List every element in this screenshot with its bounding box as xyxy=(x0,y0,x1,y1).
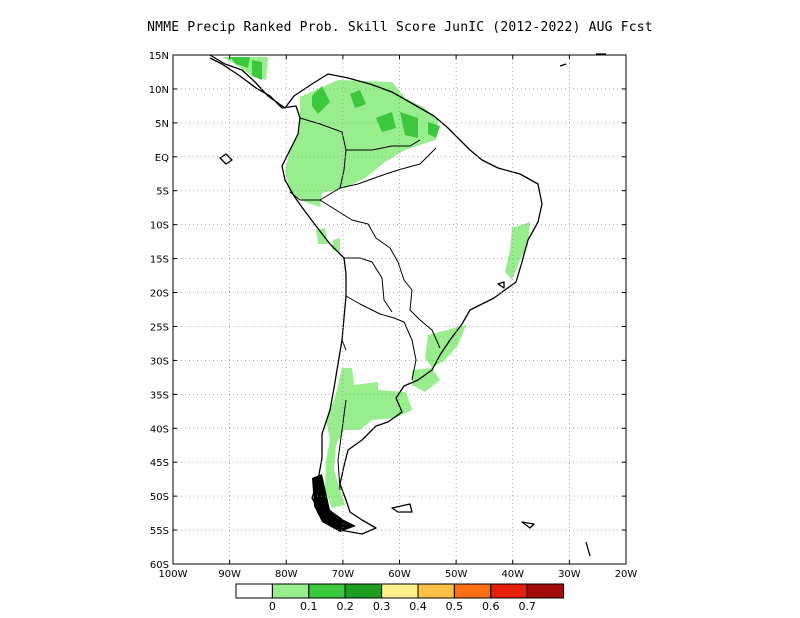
lat-label: 5S xyxy=(156,187,169,198)
lat-label: 50S xyxy=(150,492,169,503)
lon-label: 20W xyxy=(615,569,638,580)
lon-label: 80W xyxy=(275,569,298,580)
lon-label: 90W xyxy=(218,569,241,580)
lon-axis: 100W 90W 80W 70W 60W 50W 40W 30W 20W xyxy=(159,569,638,580)
colorbar-label: 0.3 xyxy=(373,600,391,613)
colorbar-swatch xyxy=(381,583,419,599)
fjord-coast xyxy=(312,474,356,532)
grid-lines xyxy=(173,55,626,564)
lat-label: EQ xyxy=(155,153,169,164)
lat-label: 25S xyxy=(150,322,169,333)
lat-label: 5N xyxy=(155,119,169,130)
skill-shading-mid xyxy=(230,57,440,138)
colorbar-label: 0.4 xyxy=(409,600,427,613)
colorbar-label: 0.2 xyxy=(336,600,354,613)
colorbar-swatch xyxy=(490,583,528,599)
coastline xyxy=(209,53,606,557)
lon-label: 40W xyxy=(501,569,524,580)
lat-label: 40S xyxy=(150,424,169,435)
lat-label: 15N xyxy=(149,51,169,62)
colorbar-labels: 0 0.1 0.2 0.3 0.4 0.5 0.6 0.7 xyxy=(269,600,536,613)
country-borders xyxy=(289,117,441,491)
colorbar-swatch xyxy=(271,583,310,599)
colorbar-swatch xyxy=(526,583,565,599)
lon-label: 70W xyxy=(332,569,355,580)
lon-label: 30W xyxy=(558,569,581,580)
lon-label: 100W xyxy=(159,569,188,580)
lat-label: 10S xyxy=(150,221,169,232)
colorbar-label: 0.5 xyxy=(446,600,464,613)
colorbar-label: 0.6 xyxy=(482,600,500,613)
colorbar-swatch xyxy=(344,583,383,599)
lon-label: 60W xyxy=(388,569,411,580)
lat-label: 60S xyxy=(150,560,169,571)
colorbar-label: 0.1 xyxy=(300,600,318,613)
plot-frame xyxy=(172,54,627,565)
colorbar xyxy=(235,583,565,599)
lat-label: 10N xyxy=(149,85,169,96)
map-title: NMME Precip Ranked Prob. Skill Score Jun… xyxy=(147,20,653,35)
lat-label: 20S xyxy=(150,289,169,300)
colorbar-label: 0.7 xyxy=(518,600,536,613)
lat-label: 55S xyxy=(150,526,169,537)
lat-label: 30S xyxy=(150,356,169,367)
colorbar-swatch xyxy=(235,583,273,599)
lat-label: 35S xyxy=(150,390,169,401)
lat-axis: 15N 10N 5N EQ 5S 10S 15S 20S 25S 30S 35S 40S 45S 50S 5… xyxy=(149,51,169,571)
lon-label: 50W xyxy=(445,569,468,580)
lat-label: 15S xyxy=(150,255,169,266)
colorbar-swatch xyxy=(308,583,346,599)
axis-ticks xyxy=(172,54,627,565)
lat-label: 45S xyxy=(150,458,169,469)
colorbar-label: 0 xyxy=(269,600,276,613)
colorbar-swatch xyxy=(453,583,492,599)
colorbar-swatch xyxy=(417,583,455,599)
